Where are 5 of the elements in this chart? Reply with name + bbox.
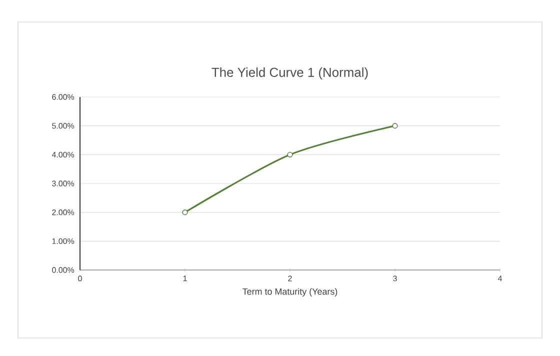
point [392,123,398,129]
chart-title: The Yield Curve 1 (Normal) [212,67,368,80]
x-axis-title: Term to Maturity (Years) [242,288,338,296]
point [287,152,293,158]
point [182,210,188,216]
